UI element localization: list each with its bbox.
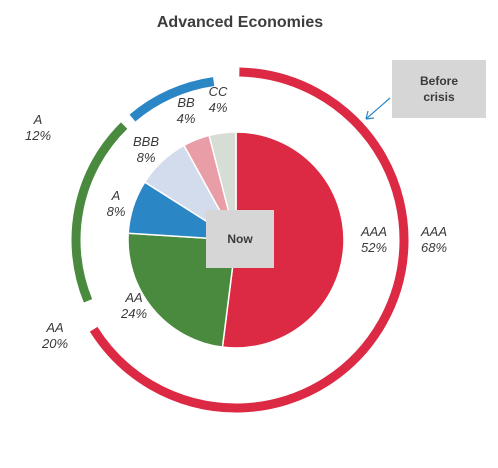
inner-label-bb: BB 4% [166,95,206,127]
inner-label-aaa: AAA 52% [354,224,394,256]
outer-label-a: A 12% [18,112,58,144]
inner-cat-aaa: AAA [360,224,387,239]
pointer-arrow-head [365,110,375,120]
outer-pct-aa: 20% [41,336,69,351]
outer-arc-aaa [89,67,409,413]
now-label-box: Now [206,210,274,268]
before-crisis-label-box: Before crisis [392,60,486,118]
inner-label-a: A 8% [96,188,136,220]
inner-pct-bbb: 8% [136,150,156,165]
outer-label-aaa: AAA 68% [412,224,456,256]
outer-label-aa: AA 20% [35,320,75,352]
inner-cat-cc: CC [208,84,228,99]
before-crisis-label-line-2: crisis [423,90,455,104]
inner-cat-bbb: BBB [132,134,159,149]
now-label: Now [227,232,253,246]
outer-pct-a: 12% [24,128,52,143]
inner-pct-aa: 24% [120,306,148,321]
outer-pct-aaa: 68% [420,240,448,255]
inner-slice-aaa [221,131,345,349]
outer-arc-a [129,77,215,122]
inner-pct-aaa: 52% [360,240,388,255]
outer-arc-aa [71,122,128,303]
before-crisis-label-line-1: Before [419,74,458,88]
inner-cat-aa: AA [125,290,143,305]
outer-cat-a: A [33,112,43,127]
inner-pct-cc: 4% [208,100,228,115]
inner-label-bbb: BBB 8% [126,134,166,166]
pointer-arrow-line [365,97,391,120]
outer-cat-aa: AA [46,320,64,335]
inner-label-cc: CC 4% [198,84,238,116]
inner-cat-bb: BB [177,95,195,110]
chart-title: Advanced Economies [156,14,324,31]
inner-pct-bb: 4% [176,111,196,126]
inner-pct-a: 8% [106,204,126,219]
inner-cat-a: A [111,188,121,203]
inner-label-aa: AA 24% [114,290,154,322]
outer-cat-aaa: AAA [420,224,447,239]
